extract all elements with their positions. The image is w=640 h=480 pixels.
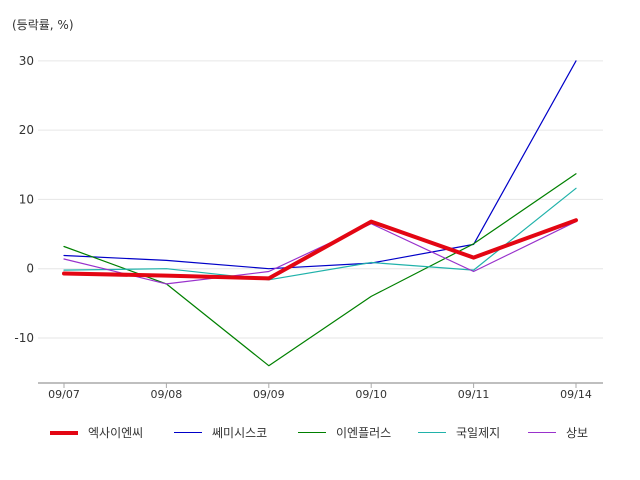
legend-swatch [50,430,78,435]
legend-swatch [174,431,202,434]
gridlines [38,60,603,339]
y-tick-label: 30 [19,54,34,68]
series-line-1 [63,60,577,270]
x-tick-label: 09/07 [48,388,80,401]
y-tick-label: 10 [19,192,34,206]
legend-label: 국일제지 [456,426,501,440]
y-tick-label: -10 [14,331,34,345]
y-tick-label: 0 [26,262,34,276]
legend-swatch [298,431,326,434]
series-line-0 [62,218,578,281]
legend-label: 이엔플러스 [336,426,392,440]
legend: 엑사이엔씨 쎄미시스코 이엔플러스 국일제지 상보 [50,424,610,444]
series-line-2 [63,173,577,367]
legend-item: 이엔플러스 [298,424,391,441]
legend-swatch [418,431,446,434]
series-line-3 [63,187,577,281]
legend-item: 엑사이엔씨 [50,424,143,441]
x-tick-label: 09/10 [355,388,387,401]
y-axis-ticks: 30 20 10 0 -10 [14,54,34,345]
legend-swatch [528,431,556,434]
series-line-4 [63,221,577,285]
x-tick-label: 09/09 [253,388,285,401]
x-axis-ticks: 09/07 09/08 09/09 09/10 09/11 09/14 [48,383,592,401]
legend-item: 국일제지 [418,424,500,441]
y-tick-label: 20 [19,123,34,137]
legend-item: 쎄미시스코 [174,424,267,441]
legend-item: 상보 [528,424,588,441]
y-unit-label: (등락률, %) [12,18,74,32]
x-tick-label: 09/11 [458,388,490,401]
x-tick-label: 09/14 [560,388,592,401]
x-tick-label: 09/08 [151,388,183,401]
legend-label: 엑사이엔씨 [88,426,144,440]
series-lines [62,60,578,367]
legend-label: 상보 [566,426,589,440]
legend-label: 쎄미시스코 [212,426,268,440]
